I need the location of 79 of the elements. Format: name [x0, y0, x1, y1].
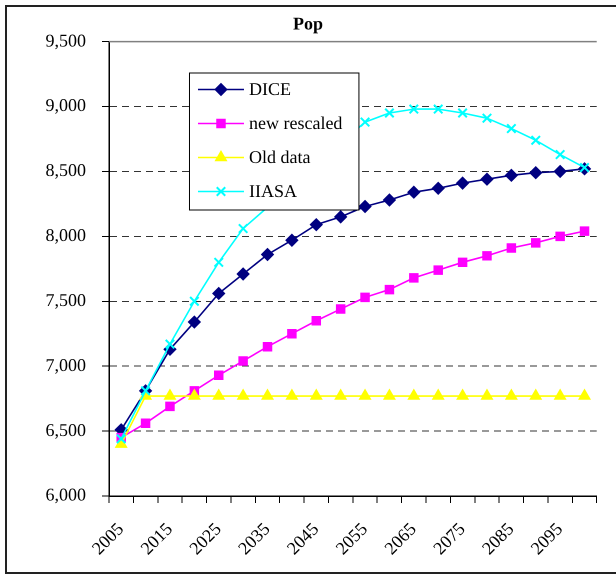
chart-title: Pop	[292, 13, 324, 34]
y-tick-label: 6,000	[46, 484, 86, 505]
point	[554, 389, 566, 400]
point	[334, 210, 348, 224]
point	[409, 273, 419, 283]
point	[480, 389, 494, 400]
point	[189, 296, 200, 306]
y-tick-label: 6,500	[46, 420, 86, 440]
y-tick-label: 7,000	[46, 354, 86, 375]
point	[188, 316, 201, 329]
point	[407, 186, 420, 199]
point	[360, 292, 370, 302]
point	[384, 108, 395, 118]
y-tick-label: 8,000	[46, 225, 86, 246]
legend-label: DICE	[248, 79, 291, 100]
point	[432, 389, 444, 400]
point	[238, 356, 248, 366]
point	[554, 149, 566, 160]
point	[212, 286, 226, 300]
y-tick-label: 9,000	[46, 95, 86, 116]
point	[261, 389, 274, 400]
point	[310, 218, 323, 232]
point	[530, 135, 541, 146]
point	[238, 223, 248, 234]
point	[286, 389, 298, 400]
point	[504, 168, 518, 182]
point	[506, 123, 517, 134]
point	[287, 328, 297, 338]
point	[579, 162, 590, 173]
point	[236, 267, 250, 280]
point	[336, 304, 346, 314]
legend-label: Old data	[248, 147, 310, 168]
point	[457, 108, 468, 118]
point	[384, 284, 394, 294]
point	[456, 176, 470, 190]
point	[285, 234, 298, 247]
point	[482, 112, 492, 124]
point	[214, 370, 224, 380]
point	[578, 389, 591, 400]
point	[530, 389, 542, 400]
point	[408, 104, 420, 114]
point	[165, 402, 175, 412]
point	[164, 338, 176, 350]
point	[334, 389, 347, 400]
point	[580, 226, 590, 236]
point	[482, 251, 492, 261]
point	[358, 200, 372, 213]
point	[312, 316, 322, 326]
legend-label: new rescaled	[248, 113, 342, 134]
point	[432, 182, 445, 195]
y-tick-label: 8,500	[46, 160, 86, 180]
point	[261, 248, 274, 262]
point	[432, 104, 444, 114]
point	[505, 389, 518, 400]
point	[236, 389, 250, 400]
point	[310, 389, 322, 400]
point	[383, 389, 396, 400]
point	[408, 389, 420, 400]
point	[212, 389, 225, 400]
y-tick-label: 7,500	[46, 290, 86, 310]
point	[213, 257, 224, 268]
point	[531, 238, 540, 248]
point	[506, 243, 516, 253]
point	[262, 342, 272, 352]
point	[140, 418, 150, 428]
point	[554, 164, 567, 178]
point	[188, 389, 200, 400]
point	[555, 232, 565, 242]
point	[433, 265, 443, 275]
point	[458, 258, 468, 268]
point	[358, 389, 372, 400]
point	[456, 389, 469, 400]
legend-label: IIASA	[248, 181, 297, 202]
y-tick-label: 9,500	[46, 30, 86, 50]
point	[164, 389, 176, 400]
point	[360, 116, 370, 128]
point	[382, 193, 396, 206]
point	[480, 172, 494, 186]
point	[529, 166, 542, 180]
